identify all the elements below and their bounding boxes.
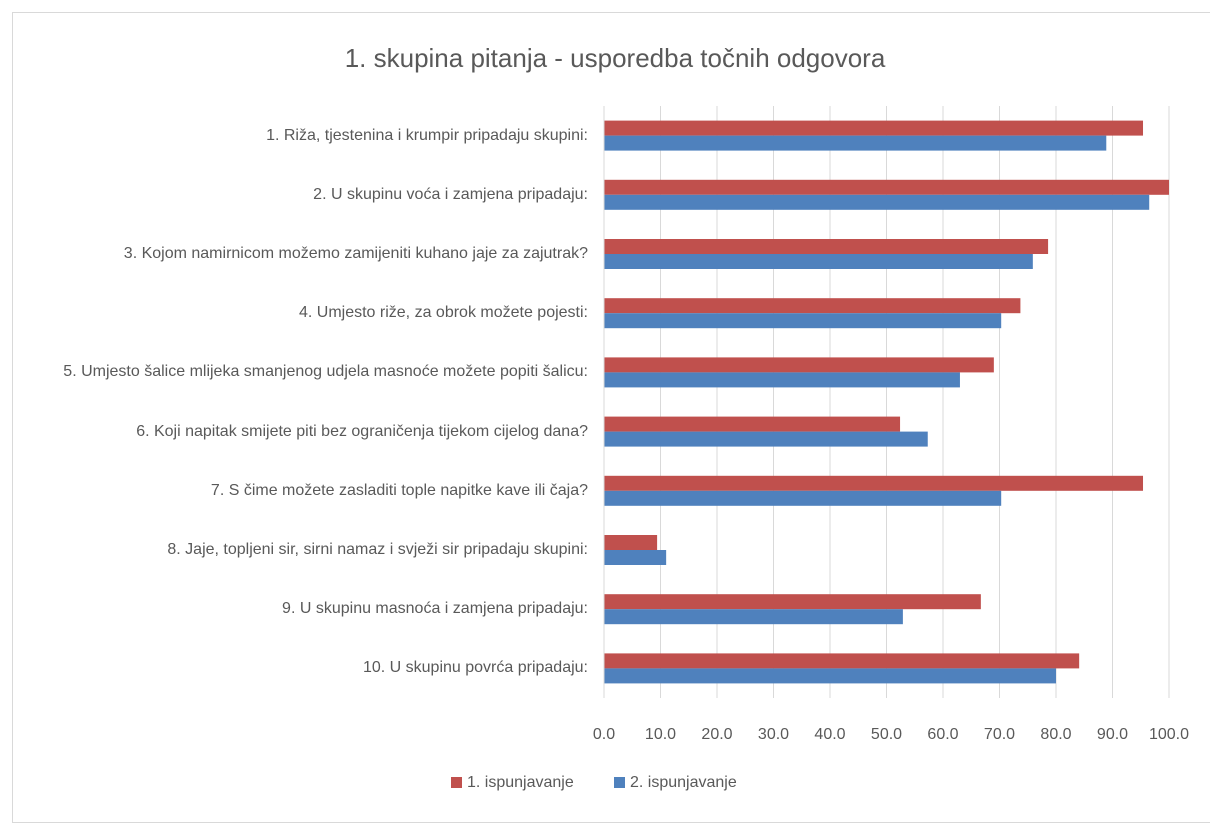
y-tick-label: 10. U skupinu povrća pripadaju: [0, 657, 588, 679]
category-text: 9. U skupinu masnoća i zamjena pripadaju… [282, 600, 588, 618]
y-tick-label: 7. S čime možete zasladiti tople napitke… [0, 480, 588, 502]
x-tick-label: 90.0 [1097, 726, 1128, 743]
x-tick-label: 0.0 [593, 726, 615, 743]
bar [604, 431, 928, 447]
y-tick-label: 5. Umjesto šalice mlijeka smanjenog udje… [0, 361, 588, 383]
y-tick-label: 1. Riža, tjestenina i krumpir pripadaju … [0, 125, 588, 147]
bar [604, 668, 1056, 684]
legend-label: 2. ispunjavanje [630, 774, 737, 791]
bar [604, 254, 1033, 269]
bar [604, 239, 1049, 254]
category-text: 7. S čime možete zasladiti tople napitke… [210, 481, 588, 499]
category-text: 1. Riža, tjestenina i krumpir pripadaju … [266, 126, 588, 144]
category-text: 8. Jaje, topljeni sir, sirni namaz i svj… [167, 541, 588, 558]
bar [604, 490, 1002, 506]
legend-swatch [451, 777, 462, 788]
category-text: 2. U skupinu voća i zamjena pripadaju: [313, 185, 588, 203]
y-tick-label: 2. U skupinu voća i zamjena pripadaju: [0, 184, 588, 206]
bar [604, 416, 901, 432]
bar [604, 535, 658, 550]
category-text: 6. Koji napitak smijete piti bez ogranič… [136, 422, 588, 440]
bar [604, 313, 1002, 329]
x-tick-label: 40.0 [814, 726, 845, 743]
legend-swatch [614, 777, 625, 788]
bar [604, 194, 1150, 210]
x-tick-label: 30.0 [758, 726, 789, 743]
x-tick-label: 10.0 [645, 726, 676, 743]
bar [604, 135, 1107, 151]
bar [604, 372, 960, 388]
x-tick-label: 70.0 [984, 726, 1015, 743]
bar [604, 120, 1144, 136]
y-tick-label: 6. Koji napitak smijete piti bez ogranič… [0, 421, 588, 443]
bar [604, 550, 667, 565]
category-text: 10. U skupinu povrća pripadaju: [362, 659, 588, 677]
bar [604, 357, 994, 373]
legend-label: 1. ispunjavanje [467, 774, 574, 791]
bar [604, 179, 1169, 195]
bar [604, 298, 1021, 314]
y-tick-label: 4. Umjesto riže, za obrok možete pojesti… [0, 302, 588, 324]
x-tick-label: 20.0 [701, 726, 732, 743]
y-tick-label: 8. Jaje, topljeni sir, sirni namaz i svj… [0, 539, 588, 561]
y-tick-label: 3. Kojom namirnicom možemo zamijeniti ku… [0, 243, 588, 265]
bar [604, 653, 1080, 669]
category-text: 3. Kojom namirnicom možemo zamijeniti ku… [123, 245, 588, 262]
category-text: 5. Umjesto šalice mlijeka smanjenog udje… [63, 363, 588, 381]
bar [604, 609, 903, 625]
category-text: 4. Umjesto riže, za obrok možete pojesti… [298, 304, 588, 322]
x-tick-label: 50.0 [871, 726, 902, 743]
y-tick-label: 9. U skupinu masnoća i zamjena pripadaju… [0, 598, 588, 620]
bar [604, 594, 981, 610]
x-tick-label: 60.0 [927, 726, 958, 743]
bar [604, 475, 1144, 491]
x-tick-label: 80.0 [1040, 726, 1071, 743]
chart-title: 1. skupina pitanja - usporedba točnih od… [345, 43, 886, 73]
x-tick-label: 100.0 [1149, 726, 1189, 743]
